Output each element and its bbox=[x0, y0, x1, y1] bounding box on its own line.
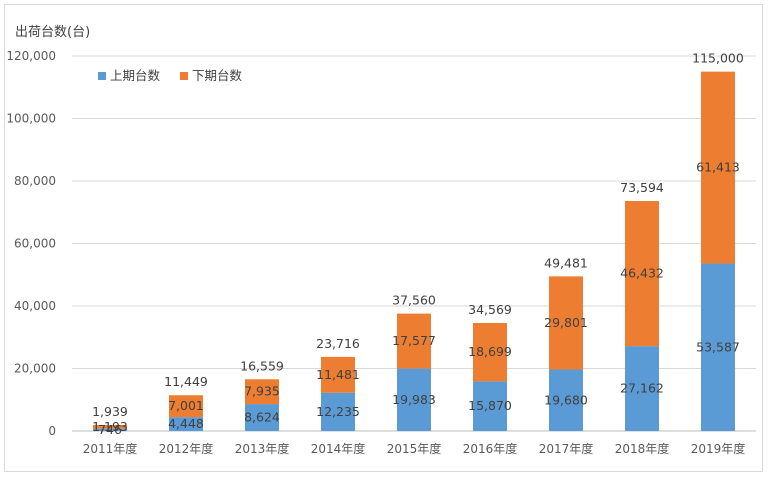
bar-segment-second-half bbox=[549, 276, 583, 370]
legend-swatch bbox=[180, 72, 188, 80]
x-tick-label: 2015年度 bbox=[387, 441, 442, 456]
y-axis-ticks: 0 20,000 40,000 60,000 80,000 100,000 120,000 bbox=[6, 49, 56, 438]
bar-segment-first-half bbox=[549, 369, 583, 431]
bar-segment-first-half bbox=[93, 428, 127, 431]
x-tick-label: 2016年度 bbox=[463, 441, 518, 456]
total-label: 16,559 bbox=[240, 358, 284, 373]
y-tick-label: 120,000 bbox=[6, 49, 56, 63]
bar-segment-second-half bbox=[321, 356, 355, 393]
y-tick-label: 60,000 bbox=[14, 237, 56, 251]
data-label: 7,935 bbox=[244, 384, 280, 399]
total-label: 23,716 bbox=[316, 336, 360, 351]
bars bbox=[93, 71, 735, 431]
legend-label: 下期台数 bbox=[192, 68, 243, 83]
total-label: 11,449 bbox=[164, 374, 208, 389]
data-label: 27,162 bbox=[620, 381, 664, 396]
bar-segment-first-half bbox=[245, 404, 279, 431]
y-tick-label: 0 bbox=[48, 424, 56, 438]
x-axis-ticks: 2011年度 2012年度 2013年度 2014年度 2015年度 2016年度 2017… bbox=[83, 441, 746, 456]
bar-segment-second-half bbox=[169, 395, 203, 418]
data-label: 46,432 bbox=[620, 266, 664, 281]
bar-segment-first-half bbox=[321, 392, 355, 431]
data-label: 19,680 bbox=[544, 392, 588, 407]
x-tick-label: 2018年度 bbox=[615, 441, 670, 456]
data-label: 746 bbox=[98, 422, 122, 437]
data-label: 11,481 bbox=[316, 367, 360, 382]
x-tick-label: 2012年度 bbox=[159, 441, 214, 456]
bar-segment-second-half bbox=[625, 201, 659, 347]
total-label: 49,481 bbox=[544, 255, 588, 270]
y-tick-label: 20,000 bbox=[14, 362, 56, 376]
x-tick-label: 2019年度 bbox=[691, 441, 746, 456]
data-label: 19,983 bbox=[392, 392, 436, 407]
legend: 上期台数 下期台数 bbox=[98, 68, 243, 83]
y-axis-title: 出荷台数(台) bbox=[15, 25, 91, 40]
x-tick-label: 2014年度 bbox=[311, 441, 366, 456]
bar-segment-second-half bbox=[473, 322, 507, 382]
data-label: 61,413 bbox=[696, 160, 740, 175]
bar-segment-second-half bbox=[93, 424, 127, 429]
bar-segment-first-half bbox=[625, 346, 659, 431]
bar-segment-first-half bbox=[397, 368, 431, 431]
legend-label: 上期台数 bbox=[110, 68, 161, 83]
data-label: 17,577 bbox=[392, 333, 436, 348]
total-label: 34,569 bbox=[468, 302, 512, 317]
data-label: 15,870 bbox=[468, 398, 512, 413]
data-label: 18,699 bbox=[468, 344, 512, 359]
total-label: 37,560 bbox=[392, 293, 436, 308]
bar-segment-second-half bbox=[245, 379, 279, 405]
data-label: 53,587 bbox=[696, 339, 740, 354]
data-label: 29,801 bbox=[544, 315, 588, 330]
data-label: 4,448 bbox=[168, 416, 204, 431]
data-label: 12,235 bbox=[316, 404, 360, 419]
bar-segment-first-half bbox=[169, 417, 203, 431]
total-label: 73,594 bbox=[620, 180, 664, 195]
x-tick-label: 2017年度 bbox=[539, 441, 594, 456]
bar-segment-second-half bbox=[397, 313, 431, 369]
legend-swatch bbox=[98, 72, 106, 80]
data-label: 1,193 bbox=[92, 419, 128, 434]
total-label: 115,000 bbox=[692, 51, 744, 66]
data-label: 8,624 bbox=[244, 410, 280, 425]
x-tick-label: 2013年度 bbox=[235, 441, 290, 456]
y-tick-label: 100,000 bbox=[6, 112, 56, 126]
bar-segment-second-half bbox=[701, 71, 735, 264]
total-label: 1,939 bbox=[92, 404, 128, 419]
bar-segment-first-half bbox=[701, 263, 735, 431]
bar-segment-first-half bbox=[473, 381, 507, 431]
data-label: 7,001 bbox=[168, 398, 204, 413]
y-tick-label: 80,000 bbox=[14, 174, 56, 188]
y-tick-label: 40,000 bbox=[14, 299, 56, 313]
x-tick-label: 2011年度 bbox=[83, 441, 138, 456]
